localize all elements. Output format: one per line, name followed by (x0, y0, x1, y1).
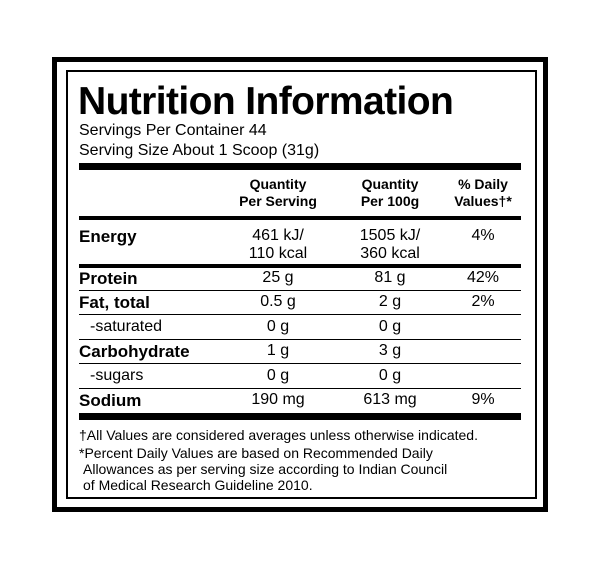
rule (79, 314, 521, 315)
cell-value: 3 g (378, 342, 402, 359)
rule (79, 264, 521, 268)
title: Nutrition Information (78, 80, 454, 123)
cell-value: 0 g (266, 318, 290, 335)
footnote: of Medical Research Guideline 2010. (83, 477, 313, 493)
cell-value: 9% (471, 391, 495, 408)
nutrient-name: Fat, total (79, 293, 150, 312)
cell-value: 1 g (266, 342, 290, 359)
cell-value: 0 g (378, 367, 402, 384)
cell-value: 110 kcal (248, 245, 308, 262)
nutrient-name: -saturated (90, 318, 163, 335)
rule (79, 339, 521, 340)
rule (79, 163, 521, 170)
outer-border (52, 57, 548, 512)
column-header: Per 100g (360, 193, 420, 209)
cell-value: 190 mg (251, 391, 305, 408)
cell-value: 42% (466, 269, 500, 286)
rule (79, 290, 521, 291)
rule (79, 216, 521, 220)
footnote: *Percent Daily Values are based on Recom… (79, 445, 433, 461)
column-header: % Daily (458, 176, 508, 192)
column-header: Quantity (361, 176, 419, 192)
cell-value: 0.5 g (260, 293, 296, 310)
cell-value: 360 kcal (360, 245, 420, 262)
inner-border (66, 70, 537, 499)
nutrient-name: Carbohydrate (79, 342, 190, 361)
cell-value: 2 g (378, 293, 402, 310)
cell-value: 4% (471, 227, 495, 244)
nutrient-name: Protein (79, 269, 138, 288)
cell-value: 81 g (374, 269, 406, 286)
cell-value: 0 g (378, 318, 402, 335)
servings: Servings Per Container 44 (79, 122, 267, 139)
cell-value: 1505 kJ/ (359, 227, 421, 244)
column-header: Quantity (249, 176, 307, 192)
column-header: Per Serving (239, 193, 317, 209)
footnote: †All Values are considered averages unle… (79, 427, 478, 443)
cell-value: 25 g (262, 269, 294, 286)
footnote: Allowances as per serving size according… (83, 461, 448, 477)
nutrient-name: -sugars (90, 367, 144, 384)
servings: Serving Size About 1 Scoop (31g) (79, 142, 320, 159)
cell-value: 461 kJ/ (252, 227, 304, 244)
rule (79, 363, 521, 364)
column-header: Values†* (454, 193, 512, 209)
cell-value: 0 g (266, 367, 290, 384)
nutrient-name: Energy (79, 227, 137, 246)
rule (79, 388, 521, 389)
nutrient-name: Sodium (79, 391, 142, 410)
rule (79, 413, 521, 420)
cell-value: 2% (471, 293, 495, 310)
cell-value: 613 mg (363, 391, 417, 408)
